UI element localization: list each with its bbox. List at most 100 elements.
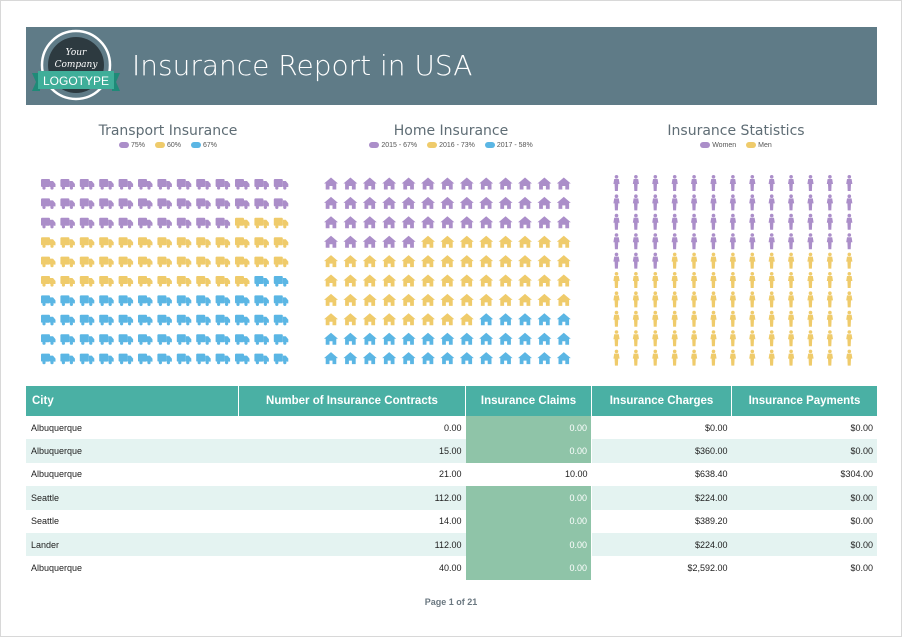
- table-cell-claims: 0.00: [465, 439, 592, 463]
- truck-icon: [196, 314, 211, 326]
- person-icon: [613, 349, 620, 366]
- truck-icon: [138, 353, 153, 365]
- table-row: Albuquerque 15.00 0.00 $360.00 $0.00: [26, 439, 877, 463]
- person-icon: [807, 310, 814, 327]
- truck-icon: [79, 276, 95, 287]
- person-icon: [652, 349, 659, 366]
- person-icon: [632, 233, 639, 250]
- person-icon: [691, 252, 698, 269]
- truck-icon: [273, 314, 289, 326]
- truck-icon: [99, 217, 114, 229]
- truck-icon: [41, 256, 56, 268]
- house-icon: [440, 255, 455, 268]
- truck-icon: [196, 217, 211, 229]
- house-icon: [556, 235, 571, 248]
- person-icon: [613, 272, 620, 288]
- table-cell-city: Albuquerque: [31, 422, 83, 433]
- legend-swatch: [700, 142, 711, 149]
- table-cell-charges: $2,592.00: [687, 563, 728, 574]
- truck-icon: [215, 217, 231, 229]
- truck-icon: [176, 198, 192, 209]
- house-icon: [537, 196, 552, 209]
- person-icon: [768, 272, 775, 288]
- table-cell-charges: $0.00: [704, 422, 728, 433]
- person-icon: [613, 291, 620, 308]
- house-icon: [518, 313, 532, 326]
- table-cell-contracts: 15.00: [238, 439, 466, 463]
- house-icon: [440, 177, 455, 190]
- house-icon: [440, 274, 455, 287]
- truck-icon: [196, 179, 211, 190]
- table-cell-contracts: 40.00: [438, 563, 462, 574]
- truck-icon: [41, 198, 56, 209]
- truck-icon: [157, 179, 172, 190]
- person-icon: [826, 349, 833, 366]
- chart-title: Transport Insurance: [98, 123, 238, 139]
- truck-icon: [176, 314, 192, 326]
- person-icon: [671, 330, 678, 347]
- person-icon: [652, 233, 659, 250]
- house-icon: [537, 255, 552, 268]
- house-icon: [440, 216, 455, 229]
- person-icon: [846, 291, 853, 308]
- house-icon: [479, 313, 494, 326]
- person-icon: [729, 272, 736, 288]
- truck-icon: [196, 198, 211, 209]
- person-icon: [749, 252, 756, 269]
- house-icon: [479, 293, 494, 306]
- truck-icon: [99, 256, 114, 268]
- house-icon: [382, 235, 397, 248]
- column-header-payments: Insurance Payments: [731, 386, 877, 416]
- truck-icon: [41, 237, 56, 248]
- house-icon: [362, 196, 377, 209]
- person-icon: [652, 291, 659, 308]
- person-icon: [846, 272, 853, 288]
- person-icon: [788, 175, 795, 191]
- house-icon: [440, 332, 455, 345]
- house-icon: [459, 293, 474, 306]
- house-icon: [459, 313, 474, 326]
- legend-item: Women: [700, 142, 736, 149]
- legend-swatch: [427, 142, 438, 149]
- truck-icon: [254, 314, 269, 326]
- house-icon: [459, 177, 474, 190]
- truck-icon: [79, 314, 95, 326]
- person-icon: [807, 291, 814, 308]
- truck-icon: [99, 276, 114, 287]
- person-icon: [788, 272, 795, 288]
- truck-icon: [118, 334, 134, 345]
- legend-swatch: [746, 142, 757, 149]
- table-cell-claims: 0.00: [465, 532, 592, 557]
- person-icon: [671, 291, 678, 308]
- house-icon: [556, 274, 571, 287]
- person-icon: [613, 233, 620, 250]
- table-cell-city: Lander: [26, 532, 239, 557]
- chart-transport-insurance: Transport Insurance 75% 60% 67%: [33, 119, 303, 369]
- person-icon: [807, 175, 814, 191]
- house-icon: [421, 255, 435, 268]
- person-icon: [768, 252, 775, 269]
- truck-icon: [41, 334, 56, 345]
- house-icon: [459, 196, 474, 209]
- table-cell-charges: $224.00: [591, 486, 732, 510]
- house-icon: [479, 352, 494, 365]
- house-icon: [324, 235, 338, 248]
- person-icon: [846, 252, 853, 269]
- truck-icon: [235, 353, 250, 365]
- table-row: Albuquerque 21.00 10.00 $638.40 $304.00: [26, 463, 877, 486]
- person-icon: [768, 330, 775, 347]
- truck-icon: [118, 353, 134, 365]
- person-icon: [652, 194, 659, 211]
- legend-label: 2015 - 67%: [381, 142, 418, 149]
- page-number: Page 1 of 21: [424, 597, 478, 607]
- truck-icon: [157, 353, 172, 365]
- truck-icon: [273, 198, 289, 209]
- house-icon: [440, 235, 455, 248]
- table-cell-city: Seattle: [26, 486, 239, 510]
- person-icon: [710, 310, 717, 327]
- person-icon: [768, 291, 775, 308]
- person-icon: [749, 194, 756, 211]
- person-icon: [632, 291, 639, 308]
- person-icon: [768, 349, 775, 366]
- truck-icon: [118, 256, 134, 268]
